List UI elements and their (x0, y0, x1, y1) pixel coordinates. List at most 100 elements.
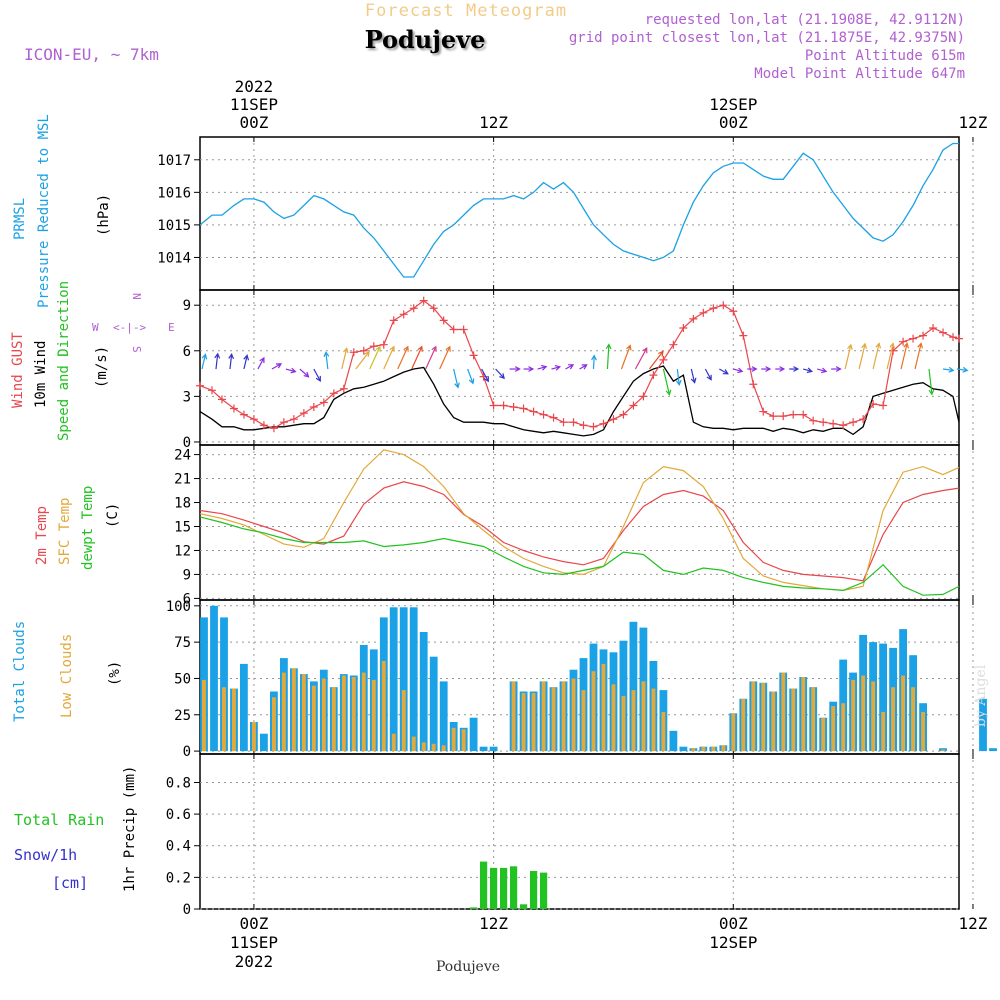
gust-marker (239, 410, 248, 419)
compass-rose: W E <-|-> N S (92, 293, 175, 353)
total-cloud-bar (220, 617, 228, 752)
gust-marker (729, 307, 738, 316)
wind-arrow-head (445, 345, 451, 352)
low-cloud-bar (331, 687, 336, 752)
y-tick-label: 25 (174, 708, 191, 724)
gust-marker (789, 410, 798, 419)
wind-arrow (620, 345, 631, 370)
gust-marker (289, 415, 298, 424)
total-cloud-bar (669, 730, 678, 752)
low-cloud-bar (891, 687, 895, 752)
low-cloud-bar (741, 698, 746, 752)
y-tick-label: 100 (166, 599, 191, 615)
low-cloud-bar (461, 729, 466, 752)
wind-arrow-head (928, 389, 935, 396)
low-cloud-bar (561, 681, 566, 752)
gust-marker (329, 389, 338, 398)
low-cloud-bar (621, 695, 626, 752)
wind-arrow (257, 357, 265, 370)
total-cloud-bar (679, 746, 688, 752)
top-time-label: 00Z (719, 113, 748, 132)
low-cloud-bar (851, 679, 856, 752)
y-tick-label: 0 (183, 902, 191, 918)
wind-arrow (355, 351, 370, 370)
wind-arrow-head (690, 377, 697, 384)
wind-arrow-head (875, 342, 882, 349)
temp-sfc-label: SFC Temp (57, 498, 73, 565)
low-cloud-bar (601, 663, 606, 752)
total-cloud-bar (439, 681, 448, 752)
gust-marker (639, 392, 648, 401)
clouds-panel: 0 25 50 75 100 (166, 599, 997, 760)
wind-arrow-head (903, 342, 909, 349)
wind-arrow (676, 368, 680, 385)
wind-arrow (325, 352, 329, 370)
gust-marker (879, 401, 888, 410)
precip-units-label: 1hr Precip (mm) (122, 766, 138, 892)
wind-arrow (411, 346, 423, 370)
y-tick-label: 0.2 (166, 870, 191, 886)
low-cloud-bar (521, 693, 526, 752)
gust-marker (549, 413, 558, 422)
top-time-label: 11SEP (230, 95, 278, 114)
gust-marker (599, 419, 608, 428)
low-cloud-bar (811, 687, 816, 752)
y-tick-label: 24 (174, 448, 191, 464)
bottom-time-label: 2022 (235, 952, 274, 971)
top-time-axis: 202211SEP00Z12Z12SEP00Z12Z13SEP00Z12Z (230, 77, 988, 132)
wind-arrow (844, 344, 852, 370)
y-tick-label: 6 (183, 344, 191, 360)
wind-arrow (271, 363, 282, 370)
gust-marker (889, 346, 898, 355)
gust-marker (849, 418, 858, 427)
gust-marker (919, 331, 928, 340)
low-cloud-bar (311, 685, 316, 752)
total-cloud-bar (989, 748, 997, 752)
wind-arrow (662, 368, 670, 395)
wind-arrow (467, 368, 474, 384)
bottom-time-label: 12Z (959, 914, 988, 933)
wind-arrow-head (228, 353, 235, 360)
wind-arrow-head (675, 379, 682, 387)
total-cloud-bar (399, 607, 408, 752)
wind-arrow-head (962, 366, 969, 373)
gust-marker (869, 399, 878, 408)
gust-marker (196, 381, 204, 390)
wind-arrow-head (499, 373, 505, 380)
low-cloud-bar (771, 691, 776, 752)
wind-arrow (565, 364, 574, 370)
snow-units-legend: [cm] (52, 874, 88, 892)
y-tick-label: 75 (174, 635, 191, 651)
wind-arrow (872, 343, 880, 370)
requested-coords: requested lon,lat (21.1908E, 42.9112N) (645, 12, 965, 28)
clouds-units: (%) (107, 661, 123, 686)
gust-marker (949, 333, 958, 342)
wind-arrow-head (375, 345, 381, 352)
low-cloud-bar (901, 675, 905, 751)
temp-dewpt-label: dewpt Temp (80, 486, 96, 570)
low-cloud-bar (821, 717, 826, 752)
gust-marker (779, 412, 788, 421)
low-cloud-bar (581, 690, 586, 752)
gust-marker (569, 418, 578, 427)
total-clouds-label: Total Clouds (12, 621, 28, 722)
rain-bar (520, 904, 528, 909)
series-line-prmsl (199, 142, 959, 278)
total-cloud-bar (409, 607, 418, 752)
gust-marker (509, 403, 518, 412)
y-tick-label: 1017 (157, 153, 191, 169)
compass-north: N (130, 293, 143, 300)
wind-arrow-head (765, 366, 772, 372)
wind-arrow (956, 368, 968, 372)
series-line-10m-wind (199, 365, 960, 437)
compass-west: W (92, 321, 99, 334)
wind-units: (m/s) (94, 346, 110, 388)
low-cloud-bar (831, 706, 836, 752)
wind-10m-label: 10m Wind (33, 341, 49, 408)
low-cloud-bar (421, 742, 426, 752)
wind-arrow (592, 355, 595, 370)
wind-arrow-head (706, 374, 712, 381)
gust-marker (829, 419, 838, 428)
y-tick-label: 0.8 (166, 775, 191, 791)
wind-arrow-head (751, 366, 758, 372)
